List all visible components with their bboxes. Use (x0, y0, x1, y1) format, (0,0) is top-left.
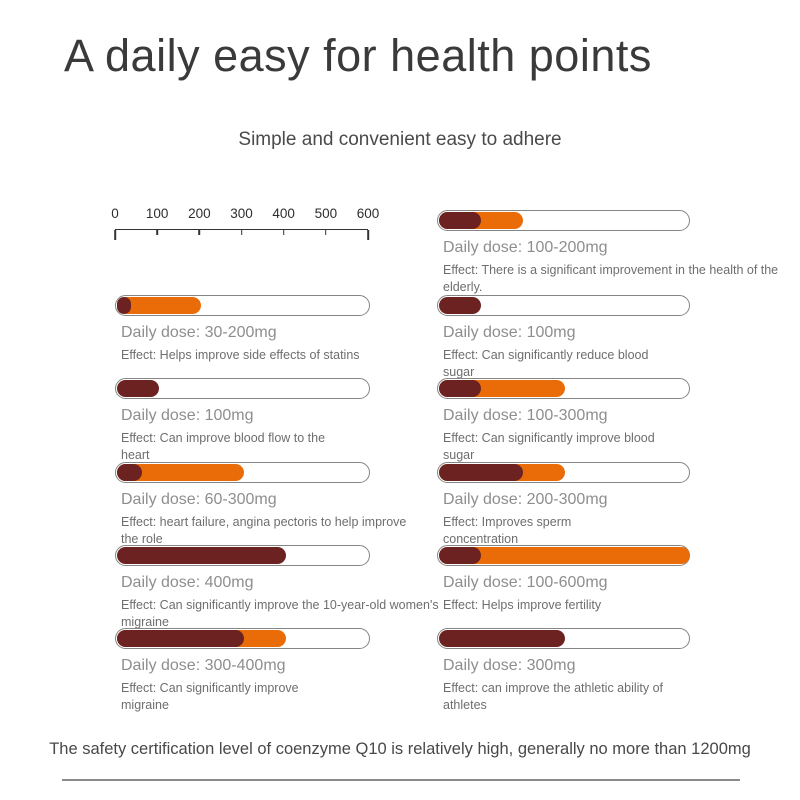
axis-tick-label: 0 (111, 206, 119, 221)
axis-tick-label: 200 (188, 206, 211, 221)
effect-text: Effect: Can significantly improve migrain… (121, 680, 370, 714)
effect-line: elderly. (443, 280, 483, 294)
effect-line: migraine (121, 698, 169, 712)
dose-label: Daily dose: 100-200mg (443, 239, 608, 256)
dose-item: Daily dose: 200-300mg Effect: Improves sp… (437, 462, 690, 548)
effect-line: Effect: There is a significant improveme… (443, 263, 779, 277)
dose-item: Daily dose: 100-300mg Effect: Can signifi… (437, 378, 690, 464)
effect-line: sugar (443, 365, 475, 379)
axis-tick (114, 230, 116, 240)
effect-line: migraine (121, 615, 169, 629)
dose-label: Daily dose: 100-300mg (443, 407, 608, 424)
effect-line: Effect: Can significantly improve (121, 681, 299, 695)
dose-item: Daily dose: 300-400mg Effect: Can signifi… (115, 628, 370, 714)
dose-bar-min-segment (117, 464, 143, 481)
dose-bar-track (437, 628, 690, 649)
effect-line: Effect: Can improve blood flow to the (121, 431, 326, 445)
dose-label: Daily dose: 100mg (121, 407, 254, 424)
effect-text: Effect: There is a significant improveme… (443, 262, 779, 296)
effect-line: sugar (443, 448, 475, 462)
effect-text: Effect: Improves sperm concentration (443, 514, 690, 548)
dose-bar-track (115, 462, 370, 483)
dose-label: Daily dose: 100mg (443, 324, 576, 341)
dose-label: Daily dose: 300mg (443, 657, 576, 674)
effect-line: Effect: can improve the athletic ability… (443, 681, 664, 695)
effect-line: Effect: heart failure, angina pectoris t… (121, 515, 407, 529)
axis-tick-label: 300 (230, 206, 253, 221)
axis-tick-label: 100 (145, 206, 169, 221)
footer-divider (62, 779, 740, 781)
effect-line: Effect: Helps improve side effects of st… (121, 348, 360, 362)
page-subtitle: Simple and convenient easy to adhere (238, 129, 562, 150)
dose-bar-min-segment (117, 380, 160, 397)
dose-bar-track (115, 295, 370, 316)
dose-bar-min-segment (439, 464, 523, 481)
dose-bar-track (437, 378, 690, 399)
footer-note: The safety certification level of coenzy… (49, 740, 751, 758)
dose-item: Daily dose: 100mg Effect: Can improve blo… (115, 378, 370, 464)
effect-line: the role (121, 532, 163, 546)
dose-bar-min-segment (117, 297, 131, 314)
effect-line: Effect: Helps improve fertility (443, 598, 602, 612)
axis-line (115, 229, 368, 230)
dose-bar-track (437, 295, 690, 316)
effect-text: Effect: Can significantly improve the 10… (121, 597, 439, 631)
effect-text: Effect: Can improve blood flow to the hea… (121, 430, 370, 464)
axis-tick (282, 230, 285, 235)
dose-bar-range-segment (117, 297, 202, 314)
dose-label: Daily dose: 100-600mg (443, 574, 608, 591)
dose-bar-range-segment (117, 464, 244, 481)
dose-label: Daily dose: 400mg (121, 574, 254, 591)
dose-item: Daily dose: 100-600mg Effect: Helps impro… (437, 545, 690, 614)
dose-label: Daily dose: 300-400mg (121, 657, 286, 674)
effect-line: Effect: Improves sperm (443, 515, 572, 529)
dose-item: Daily dose: 400mg Effect: Can significant… (115, 545, 439, 631)
dose-item: Daily dose: 300mg Effect: can improve the… (437, 628, 690, 714)
dose-label: Daily dose: 200-300mg (443, 491, 608, 508)
dose-bar-track (115, 545, 370, 566)
effect-line: heart (121, 448, 150, 462)
dose-item: Daily dose: 60-300mg Effect: heart failur… (115, 462, 407, 548)
page-title: A daily easy for health points (64, 30, 652, 81)
dose-bar-min-segment (117, 630, 244, 647)
effect-line: Effect: Can significantly reduce blood (443, 348, 649, 362)
dose-item: Daily dose: 100mg Effect: Can significant… (437, 295, 690, 381)
effect-text: Effect: Can significantly reduce blood su… (443, 347, 690, 381)
effect-text: Effect: Helps improve fertility (443, 597, 690, 614)
effect-text: Effect: Can significantly improve blood s… (443, 430, 690, 464)
effect-line: Effect: Can significantly improve blood (443, 431, 655, 445)
axis-tick-label: 500 (314, 206, 338, 221)
dose-bar-track (115, 378, 370, 399)
axis-tick-label: 400 (272, 206, 295, 221)
axis-tick-label: 600 (356, 206, 380, 221)
dose-bar-min-segment (439, 547, 481, 564)
dose-item: Daily dose: 100-200mg Effect: There is a … (437, 210, 779, 296)
axis-tick (198, 230, 201, 235)
dose-bar-track (437, 462, 690, 483)
dose-bar-min-segment (439, 212, 481, 229)
dose-bar-min-segment (439, 380, 481, 397)
dose-bar-track (437, 545, 690, 566)
axis-tick (367, 230, 369, 240)
dose-label: Daily dose: 30-200mg (121, 324, 277, 341)
axis-tick (240, 230, 243, 235)
dose-bar-min-segment (117, 547, 286, 564)
dose-bar-track (115, 628, 370, 649)
effect-line: Effect: Can significantly improve the 10… (121, 598, 439, 612)
effect-text: Effect: can improve the athletic ability… (443, 680, 690, 714)
axis-tick (156, 230, 158, 235)
dose-bar-range-segment (439, 547, 690, 564)
dose-bar-min-segment (439, 297, 481, 314)
effect-text: Effect: heart failure, angina pectoris t… (121, 514, 407, 548)
axis-tick (325, 230, 327, 235)
dose-bar-track (437, 210, 690, 231)
dose-bar-min-segment (439, 630, 565, 647)
effect-text: Effect: Helps improve side effects of st… (121, 347, 370, 364)
dose-label: Daily dose: 60-300mg (121, 491, 277, 508)
effect-line: athletes (443, 698, 487, 712)
dose-axis: 0 100 200 300 400 500 600 (111, 206, 379, 242)
effect-line: concentration (443, 532, 519, 546)
dose-item: Daily dose: 30-200mg Effect: Helps improv… (115, 295, 370, 364)
